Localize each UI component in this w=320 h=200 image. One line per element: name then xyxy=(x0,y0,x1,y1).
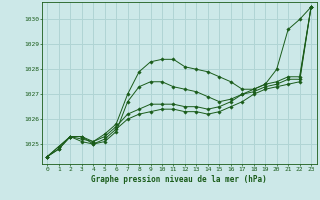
X-axis label: Graphe pression niveau de la mer (hPa): Graphe pression niveau de la mer (hPa) xyxy=(91,175,267,184)
